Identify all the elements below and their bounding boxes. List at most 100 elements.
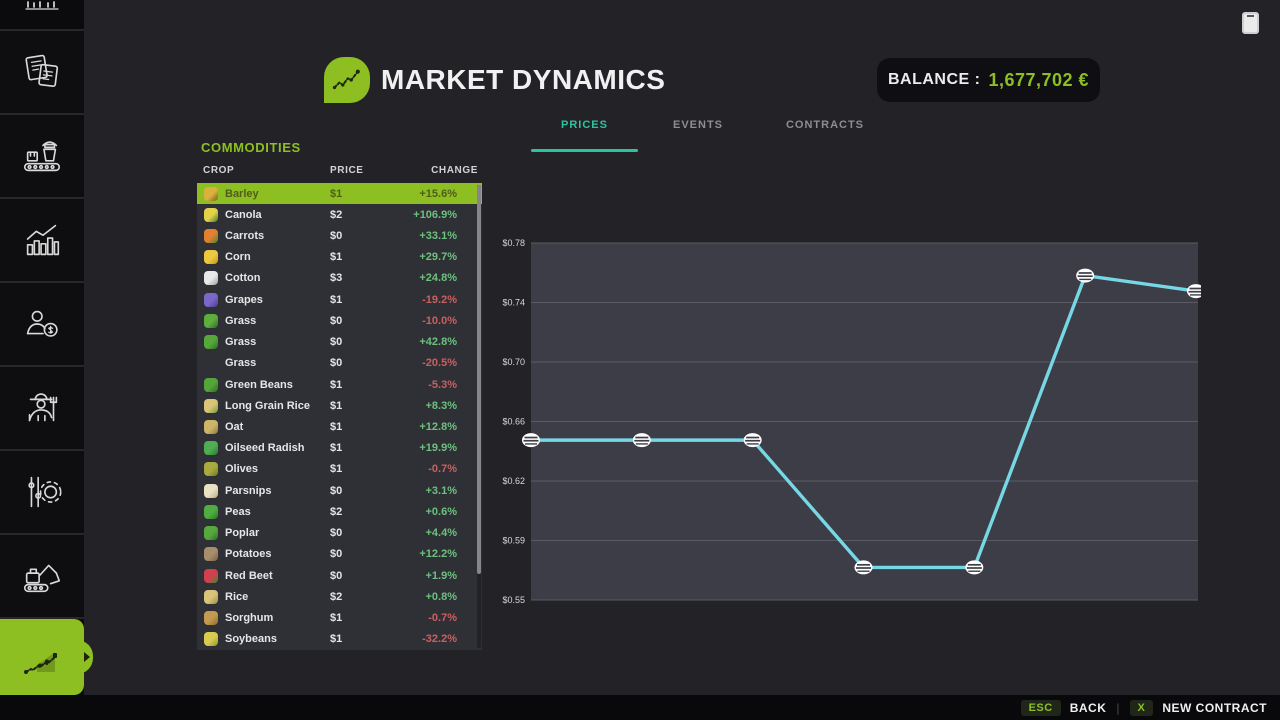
commodity-row-oilseed-radish[interactable]: Oilseed Radish $1 +19.9% (197, 438, 482, 459)
y-axis-tick: $0.62 (502, 476, 525, 486)
commodity-row-grapes[interactable]: Grapes $1 -19.2% (197, 289, 482, 310)
sidebar-item-statistics[interactable] (0, 199, 84, 283)
sidebar-item-excavator[interactable] (0, 535, 84, 619)
canola-icon (204, 207, 218, 222)
grass-icon (204, 313, 218, 328)
crop-change: +33.1% (419, 230, 457, 243)
commodity-row-olives[interactable]: Olives $1 -0.7% (197, 459, 482, 480)
crop-change: -10.0% (422, 314, 457, 327)
truncated-top-icon (20, 0, 64, 18)
soybeans-icon (204, 632, 218, 647)
corn-icon (204, 250, 218, 265)
commodity-row-soybeans[interactable]: Soybeans $1 -32.2% (197, 629, 482, 650)
sidebar-item-production-line[interactable] (0, 115, 84, 199)
crop-price: $1 (330, 463, 343, 476)
statistics-icon (19, 217, 65, 263)
balance-value: 1,677,702 € (988, 69, 1090, 90)
grapes-icon (204, 292, 218, 307)
crop-price: $0 (330, 336, 343, 349)
column-header-price: PRICE (330, 165, 364, 176)
coin-marker (1076, 268, 1095, 283)
commodity-row-red-beet[interactable]: Red Beet $0 +1.9% (197, 565, 482, 586)
column-header-change: CHANGE (431, 165, 478, 176)
crop-change: +12.2% (419, 548, 457, 561)
commodities-scrollbar[interactable] (477, 185, 481, 648)
commodity-row-cotton[interactable]: Cotton $3 +24.8% (197, 268, 482, 289)
commodity-row-canola[interactable]: Canola $2 +106.9% (197, 204, 482, 225)
grass-bale-icon (204, 335, 218, 350)
commodity-row-carrots[interactable]: Carrots $0 +33.1% (197, 225, 482, 246)
tab-contracts[interactable]: CONTRACTS (785, 119, 865, 131)
commodity-row-oat[interactable]: Oat $1 +12.8% (197, 416, 482, 437)
peas-icon (204, 504, 218, 519)
crop-price: $1 (330, 421, 343, 434)
back-button[interactable]: ESC BACK (1020, 699, 1107, 716)
commodity-row-parsnips[interactable]: Parsnips $0 +3.1% (197, 480, 482, 501)
commodity-row-grass[interactable]: Grass $0 -20.5% (197, 353, 482, 374)
commodity-row-long-grain-rice[interactable]: Long Grain Rice $1 +8.3% (197, 395, 482, 416)
sorghum-icon (204, 610, 218, 625)
crop-name: Poplar (225, 527, 260, 540)
sidebar-item-documents[interactable] (0, 31, 84, 115)
sidebar-item-dealer-money[interactable] (0, 283, 84, 367)
parsnips-icon (204, 483, 218, 498)
crop-name: Red Beet (225, 569, 273, 582)
sidebar-item-market-dynamics[interactable] (0, 619, 93, 695)
crop-name: Soybeans (225, 633, 277, 646)
chart-leaf-icon (332, 69, 360, 90)
crop-price: $1 (330, 251, 343, 264)
excavator-icon (19, 553, 65, 599)
crop-change: +4.4% (425, 527, 458, 540)
commodity-row-potatoes[interactable]: Potatoes $0 +12.2% (197, 544, 482, 565)
crop-change: +8.3% (425, 399, 458, 412)
balance-label: BALANCE : (887, 71, 981, 88)
commodity-row-barley[interactable]: Barley $1 +15.6% (197, 183, 482, 205)
commodities-heading: COMMODITIES (201, 140, 301, 155)
crop-price: $0 (330, 548, 343, 561)
crop-price: $2 (330, 208, 343, 221)
coin-marker (522, 433, 540, 448)
crop-name: Parsnips (225, 484, 272, 497)
farmer-icon (19, 385, 65, 431)
settings-gear-icon (19, 469, 65, 515)
red-beet-icon (204, 568, 218, 583)
y-axis-tick: $0.70 (502, 357, 525, 367)
crop-change: -5.3% (428, 378, 457, 391)
crop-name: Green Beans (225, 378, 293, 391)
tab-events[interactable]: EVENTS (672, 119, 723, 131)
y-axis-tick: $0.59 (502, 536, 525, 546)
crop-change: +29.7% (419, 251, 457, 264)
balance-display: BALANCE : 1,677,702 € (877, 58, 1100, 102)
sidebar-item-settings-gear[interactable] (0, 451, 84, 535)
sidebar-item-truncated-top[interactable] (0, 0, 84, 31)
crop-price: $2 (330, 505, 343, 518)
esc-key-badge: ESC (1020, 699, 1061, 716)
crop-price: $1 (330, 187, 343, 200)
documents-icon (19, 49, 65, 95)
scrollbar-thumb[interactable] (477, 185, 481, 574)
new-contract-button[interactable]: X NEW CONTRACT (1129, 699, 1268, 716)
production-line-icon (19, 133, 65, 179)
crop-change: +42.8% (419, 336, 457, 349)
crop-name: Rice (225, 590, 249, 603)
commodity-row-green-beans[interactable]: Green Beans $1 -5.3% (197, 374, 482, 395)
commodity-row-rice[interactable]: Rice $2 +0.8% (197, 586, 482, 607)
commodity-row-grass[interactable]: Grass $0 -10.0% (197, 310, 482, 331)
footer-separator: | (1116, 700, 1120, 715)
oilseed-radish-icon (204, 441, 218, 456)
sidebar-item-farmer[interactable] (0, 367, 84, 451)
commodity-row-grass[interactable]: Grass $0 +42.8% (197, 332, 482, 353)
commodity-row-poplar[interactable]: Poplar $0 +4.4% (197, 523, 482, 544)
commodity-row-peas[interactable]: Peas $2 +0.6% (197, 501, 482, 522)
phone-icon (1242, 12, 1259, 34)
commodity-row-sorghum[interactable]: Sorghum $1 -0.7% (197, 607, 482, 628)
crop-change: +15.6% (419, 187, 457, 200)
crop-price: $0 (330, 357, 343, 370)
crop-price: $1 (330, 442, 343, 455)
tab-prices[interactable]: PRICES (561, 119, 608, 131)
dealer-money-icon (19, 301, 65, 347)
commodity-row-corn[interactable]: Corn $1 +29.7% (197, 247, 482, 268)
green-beans-icon (204, 377, 218, 392)
crop-name: Cotton (225, 272, 261, 285)
